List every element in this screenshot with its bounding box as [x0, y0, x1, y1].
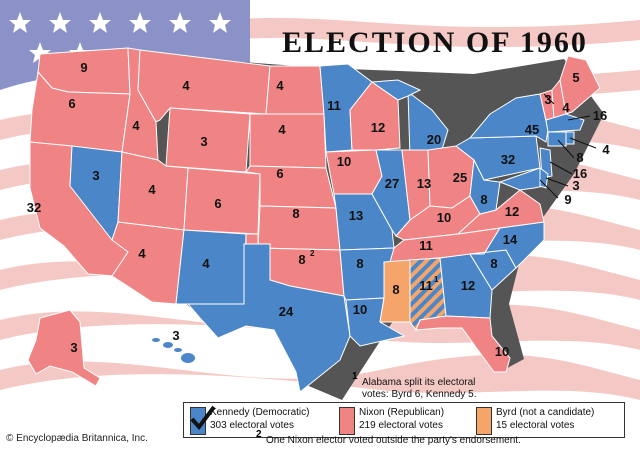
states-layer — [27, 47, 601, 393]
ev-ct: 8 — [576, 150, 583, 165]
state-ak — [27, 309, 101, 387]
ev-sc: 8 — [490, 256, 497, 271]
ev-hi: 3 — [172, 328, 179, 343]
footnote-2-marker: 2 — [256, 429, 262, 440]
electoral-labels: 9 6 32 3 4 4 3 4 4 6 4 4 4 6 8 8 2 24 11… — [27, 60, 611, 359]
copyright-credit: © Encyclopædia Britannica, Inc. — [6, 433, 148, 444]
ev-pa: 32 — [501, 152, 515, 167]
ev-ak: 3 — [70, 340, 77, 355]
ev-ma: 16 — [593, 108, 607, 123]
ev-ms: 8 — [392, 282, 399, 297]
ev-al-note: 1 — [434, 275, 439, 284]
ev-ne: 6 — [276, 166, 283, 181]
ev-mi: 20 — [427, 132, 441, 147]
ev-ut: 4 — [148, 182, 156, 197]
ev-nh: 4 — [562, 100, 570, 115]
ev-ny: 45 — [525, 122, 539, 137]
state-ne — [245, 165, 337, 209]
legend-swatch-nixon — [339, 407, 355, 435]
ev-tn: 11 — [419, 238, 433, 253]
state-mi-up — [370, 79, 422, 101]
ev-nc: 14 — [503, 232, 518, 247]
ev-sd: 4 — [278, 122, 286, 137]
state-sd — [249, 113, 327, 169]
map-title: ELECTION OF 1960 — [282, 26, 588, 59]
legend-kennedy-votes: 303 electoral votes — [210, 420, 294, 431]
state-mi — [407, 90, 449, 159]
ev-ga: 12 — [461, 278, 475, 293]
ev-ia: 10 — [337, 154, 351, 169]
ev-in: 13 — [417, 176, 431, 191]
state-md — [498, 167, 545, 191]
legend-byrd-votes: 15 electoral votes — [496, 420, 575, 431]
checkmark-icon — [190, 405, 216, 431]
legend-swatch-byrd — [476, 407, 492, 435]
ev-de: 3 — [572, 178, 579, 193]
ev-vt: 3 — [544, 92, 551, 107]
ev-ks: 8 — [292, 206, 299, 221]
ev-az: 4 — [138, 246, 146, 261]
state-nd — [265, 65, 325, 115]
ev-la: 10 — [353, 302, 367, 317]
state-ga — [439, 253, 493, 319]
ev-va: 12 — [505, 204, 519, 219]
ev-md: 9 — [564, 192, 571, 207]
ev-nv: 3 — [92, 168, 99, 183]
ev-id: 4 — [132, 118, 140, 133]
ev-mt: 4 — [182, 78, 190, 93]
ev-nj: 16 — [573, 166, 587, 181]
state-hi — [152, 338, 195, 363]
ev-ky: 10 — [437, 210, 451, 225]
ev-mo: 13 — [349, 208, 363, 223]
state-ia — [325, 149, 383, 195]
ev-wy: 3 — [200, 134, 207, 149]
ev-ri: 4 — [602, 142, 610, 157]
ev-mn: 11 — [327, 98, 341, 113]
footnote-1-marker: 1 — [352, 371, 358, 382]
ev-ok-note: 2 — [310, 249, 315, 258]
footnote-1-line-2: votes: Byrd 6, Kennedy 5. — [362, 389, 477, 400]
ev-nd: 4 — [276, 78, 284, 93]
leader-lines — [539, 93, 597, 199]
state-tx — [186, 243, 351, 393]
ev-wa: 9 — [80, 60, 87, 75]
footnote-1-line-1: Alabama split its electoral — [362, 377, 476, 388]
ev-tx: 24 — [279, 304, 294, 319]
ev-me: 5 — [572, 70, 579, 85]
ev-ok: 8 — [298, 252, 305, 267]
state-ct — [547, 131, 567, 147]
ev-fl: 10 — [495, 344, 509, 359]
ev-il: 27 — [385, 176, 399, 191]
ev-al: 11 — [419, 278, 433, 293]
legend-kennedy-label: Kennedy (Democratic) — [210, 407, 310, 418]
state-fl — [415, 315, 511, 373]
footnote-2-text: One Nixon elector voted outside the part… — [266, 435, 521, 446]
legend-nixon-label: Nixon (Republican) — [359, 407, 445, 418]
ev-co: 6 — [214, 196, 221, 211]
state-co — [183, 167, 261, 235]
ev-nm: 4 — [202, 256, 210, 271]
state-nm — [175, 229, 247, 305]
legend: Kennedy (Democratic) 303 electoral votes… — [183, 402, 625, 438]
ev-wi: 12 — [371, 120, 385, 135]
legend-nixon-votes: 219 electoral votes — [359, 420, 443, 431]
ev-wv: 8 — [480, 192, 487, 207]
ev-or: 6 — [68, 96, 75, 111]
ev-oh: 25 — [453, 170, 467, 185]
ev-ar: 8 — [356, 256, 363, 271]
legend-byrd-label: Byrd (not a candidate) — [496, 407, 595, 418]
state-wy — [165, 107, 251, 173]
ev-ca: 32 — [27, 200, 41, 215]
